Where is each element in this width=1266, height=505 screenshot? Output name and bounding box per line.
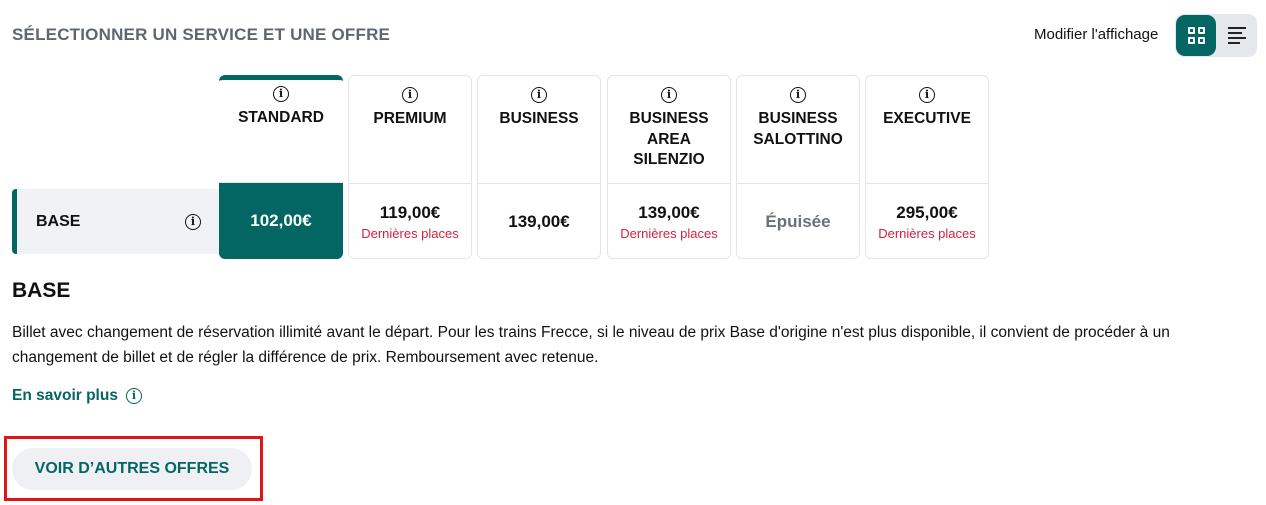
service-column: i BUSINESS SALOTTINO Épuisée xyxy=(736,75,860,259)
service-name: BUSINESS AREA SILENZIO xyxy=(629,110,709,168)
service-header: i BUSINESS xyxy=(478,76,600,184)
price-amount: 119,00€ xyxy=(379,203,441,222)
view-mode-label: Modifier l'affichage xyxy=(1034,26,1159,43)
more-offers-button[interactable]: VOIR D’AUTRES OFFRES xyxy=(12,448,252,490)
service-column: i BUSINESS AREA SILENZIO 139,00€ Dernières… xyxy=(607,75,731,259)
grid-icon xyxy=(1187,27,1205,44)
service-name: BUSINESS SALOTTINO xyxy=(753,110,843,148)
offer-description: Billet avec changement de réservation il… xyxy=(12,324,1170,366)
price-amount: 295,00€ xyxy=(896,203,958,222)
view-mode-toggle xyxy=(1175,14,1257,57)
service-name: PREMIUM xyxy=(373,110,447,127)
info-icon[interactable]: i xyxy=(790,87,806,103)
service-column: i STANDARD 102,00€ xyxy=(219,75,343,259)
price-cell[interactable]: 139,00€ xyxy=(478,184,600,258)
list-view-button[interactable] xyxy=(1217,15,1257,56)
offer-title: BASE xyxy=(12,279,71,302)
offer-row-base: BASE i xyxy=(12,189,219,254)
price-amount: 139,00€ xyxy=(638,203,700,222)
service-header: i PREMIUM xyxy=(349,76,471,184)
learn-more-link[interactable]: En savoir plus i xyxy=(12,387,142,405)
offer-label: BASE xyxy=(36,212,81,230)
info-icon[interactable]: i xyxy=(185,213,201,230)
price-cell[interactable]: Épuisée xyxy=(737,184,859,258)
price-amount: Épuisée xyxy=(765,212,831,231)
service-column: i PREMIUM 119,00€ Dernières places xyxy=(348,75,472,259)
list-icon xyxy=(1228,24,1246,47)
service-name: STANDARD xyxy=(238,109,324,126)
info-icon[interactable]: i xyxy=(273,86,289,102)
info-icon[interactable]: i xyxy=(402,87,418,103)
highlight-box xyxy=(4,436,263,501)
service-header: i BUSINESS SALOTTINO xyxy=(737,76,859,184)
grid-view-button[interactable] xyxy=(1176,15,1216,56)
service-column: i EXECUTIVE 295,00€ Dernières places xyxy=(865,75,989,259)
service-name: EXECUTIVE xyxy=(883,110,971,127)
price-amount: 139,00€ xyxy=(508,212,570,231)
price-cell[interactable]: 102,00€ xyxy=(219,183,343,259)
service-header: i BUSINESS AREA SILENZIO xyxy=(608,76,730,184)
page-title: SÉLECTIONNER UN SERVICE ET UNE OFFRE xyxy=(12,25,391,44)
info-icon[interactable]: i xyxy=(919,87,935,103)
price-amount: 102,00€ xyxy=(250,211,312,230)
availability-note: Dernières places xyxy=(361,226,459,241)
price-cell[interactable]: 139,00€ Dernières places xyxy=(608,184,730,258)
info-icon: i xyxy=(125,388,142,404)
service-header: i EXECUTIVE xyxy=(866,76,988,184)
price-cell[interactable]: 119,00€ Dernières places xyxy=(349,184,471,258)
availability-note: Dernières places xyxy=(878,226,976,241)
service-column: i BUSINESS 139,00€ xyxy=(477,75,601,259)
availability-note: Dernières places xyxy=(620,226,718,241)
service-name: BUSINESS xyxy=(499,110,579,127)
price-cell[interactable]: 295,00€ Dernières places xyxy=(866,184,988,258)
service-header: i STANDARD xyxy=(219,80,343,183)
info-icon[interactable]: i xyxy=(531,87,547,103)
learn-more-label: En savoir plus xyxy=(12,387,118,404)
info-icon[interactable]: i xyxy=(661,87,677,103)
